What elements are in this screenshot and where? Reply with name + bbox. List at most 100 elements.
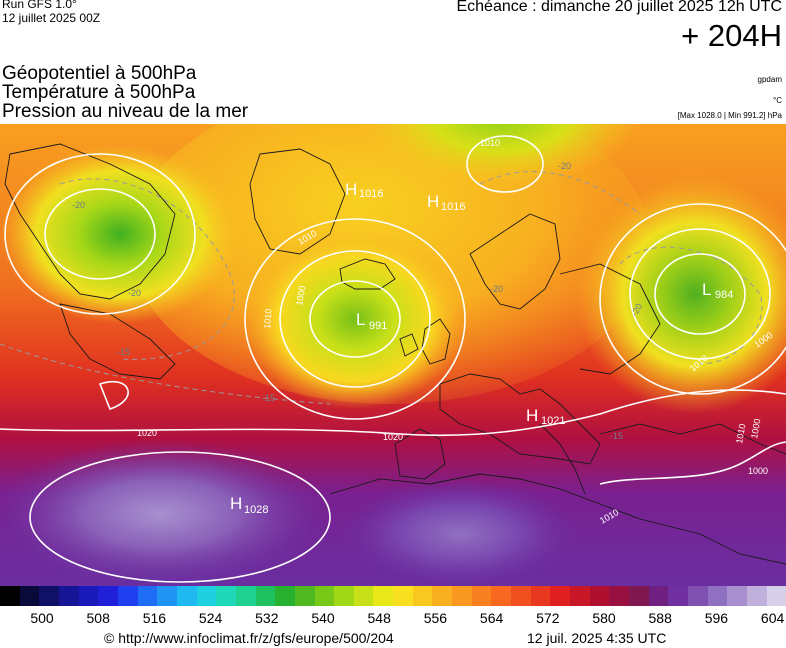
colorbar-labels: 500 508 516 524 532 540 548 556 564 572 580 588 596 6… [0, 610, 786, 626]
pressure-center: L 984 [702, 280, 733, 301]
colorbar-swatch [255, 586, 276, 606]
layer-title-pressure: Pression au niveau de la mer [2, 101, 249, 122]
colorbar-label: 500 [30, 610, 54, 626]
colorbar-label: 556 [423, 610, 448, 626]
pressure-center: H 1028 [230, 494, 268, 516]
pressure-center-value: 1016 [359, 188, 383, 200]
colorbar-swatch [157, 586, 177, 606]
colorbar-label: 596 [704, 610, 729, 626]
colorbar-swatch [432, 586, 453, 606]
colorbar-swatch [137, 586, 158, 606]
pressure-centers: H 1016 H 1016 L 991 L 984 H 1021 H 1028 [230, 180, 733, 516]
colorbar-label: 532 [255, 610, 279, 626]
colorbar-swatch [452, 586, 472, 606]
pressure-center-type: H [230, 494, 242, 513]
temperature-label: -20 [72, 200, 85, 210]
colorbar-label: 604 [760, 610, 785, 626]
temperature-label: -15 [117, 347, 130, 357]
pressure-center: H 1021 [526, 406, 565, 427]
isobar-label: 1010 [734, 423, 747, 444]
pressure-center-value: 1021 [541, 415, 565, 427]
colorbar-swatch [609, 586, 629, 606]
isobar-label: 1010 [262, 308, 274, 329]
pressure-center: H 1016 [427, 192, 465, 213]
pressure-center-value: 984 [715, 289, 733, 301]
isobar-label: 1000 [294, 285, 307, 306]
unit-temperature: °C [773, 96, 782, 105]
colorbar-swatch [117, 586, 138, 606]
colorbar-label: 540 [311, 610, 335, 626]
colorbar-swatch [196, 586, 217, 606]
pressure-range: [Max 1028.0 | Min 991.2] hPa [677, 111, 782, 120]
forecast-hour: + 204H [681, 18, 782, 53]
pressure-center-value: 1028 [244, 504, 268, 516]
colorbar-swatch [629, 586, 649, 606]
pressure-center-value: 991 [369, 320, 387, 332]
isobar-label: 1010 [480, 138, 500, 148]
weather-map: H 1016 H 1016 L 991 L 984 H 1021 H 1028 … [0, 124, 786, 586]
isobar-label: 1020 [383, 432, 403, 442]
isobar-label: 1000 [749, 418, 762, 439]
colorbar-swatch [393, 586, 413, 606]
layer-title-temperature: Température à 500hPa [2, 82, 196, 103]
colorbar-swatch [176, 586, 197, 606]
footer-copyright: © http://www.infoclimat.fr/z/gfs/europe/… [104, 630, 394, 646]
colorbar-swatch [294, 586, 315, 606]
colorbar-label: 580 [592, 610, 616, 626]
pressure-center: L 991 [356, 310, 387, 332]
colorbar-swatch [216, 586, 236, 606]
pressure-center-value: 1016 [441, 201, 465, 213]
isobar-label: 1020 [137, 428, 157, 438]
run-date: 12 juillet 2025 00Z [2, 11, 101, 25]
colorbar-swatch [19, 586, 40, 606]
temperature-label: -20 [128, 288, 141, 298]
temperature-label: -15 [262, 393, 275, 403]
colorbar-swatch [530, 586, 551, 606]
colorbar [0, 586, 786, 606]
colorbar-swatch [550, 586, 571, 606]
colorbar-swatch [687, 586, 708, 606]
colorbar-label: 564 [479, 610, 504, 626]
colorbar-swatch [39, 586, 59, 606]
colorbar-swatch [314, 586, 335, 606]
colorbar-swatch [0, 586, 20, 606]
colorbar-swatch [511, 586, 531, 606]
temperature-label: -20 [558, 161, 571, 171]
pressure-center-type: H [345, 180, 357, 199]
pressure-center-type: H [427, 192, 439, 211]
forecast-valid-time: Echéance : dimanche 20 juillet 2025 12h … [456, 0, 782, 15]
colorbar-swatch [373, 586, 394, 606]
colorbar-label: 508 [86, 610, 110, 626]
colorbar-swatch [334, 586, 354, 606]
layer-title-geopotential: Géopotentiel à 500hPa [2, 63, 197, 84]
colorbar-label: 588 [648, 610, 672, 626]
colorbar-label: 516 [142, 610, 167, 626]
colorbar-swatch [235, 586, 256, 606]
colorbar-label: 548 [367, 610, 391, 626]
colorbar-label: 572 [536, 610, 560, 626]
colorbar-swatch [707, 586, 728, 606]
colorbar-swatch [471, 586, 492, 606]
colorbar-swatch [353, 586, 374, 606]
run-label: Run GFS 1.0° [2, 0, 77, 11]
footer-timestamp: 12 juil. 2025 4:35 UTC [527, 630, 667, 646]
isobar-label: 1000 [748, 466, 768, 476]
pressure-center-type: H [526, 406, 538, 425]
colorbar-swatch [727, 586, 747, 606]
colorbar-swatch [78, 586, 99, 606]
unit-geopotential: gpdam [757, 75, 782, 84]
pressure-center: H 1016 [345, 180, 383, 200]
temperature-isotherms [0, 171, 763, 405]
colorbar-swatch [668, 586, 688, 606]
isobar-labels: 1010 1000 1010 1020 1020 1010 1010 1000 … [137, 138, 775, 526]
colorbar-label: 524 [198, 610, 223, 626]
pressure-center-type: L [702, 280, 711, 299]
colorbar-swatch [58, 586, 79, 606]
colorbar-swatch [589, 586, 610, 606]
colorbar-swatch [766, 586, 786, 606]
isobars [0, 135, 786, 583]
colorbar-swatch [648, 586, 669, 606]
colorbar-swatch [275, 586, 295, 606]
coastlines [4, 143, 786, 565]
colorbar-swatch [98, 586, 118, 606]
